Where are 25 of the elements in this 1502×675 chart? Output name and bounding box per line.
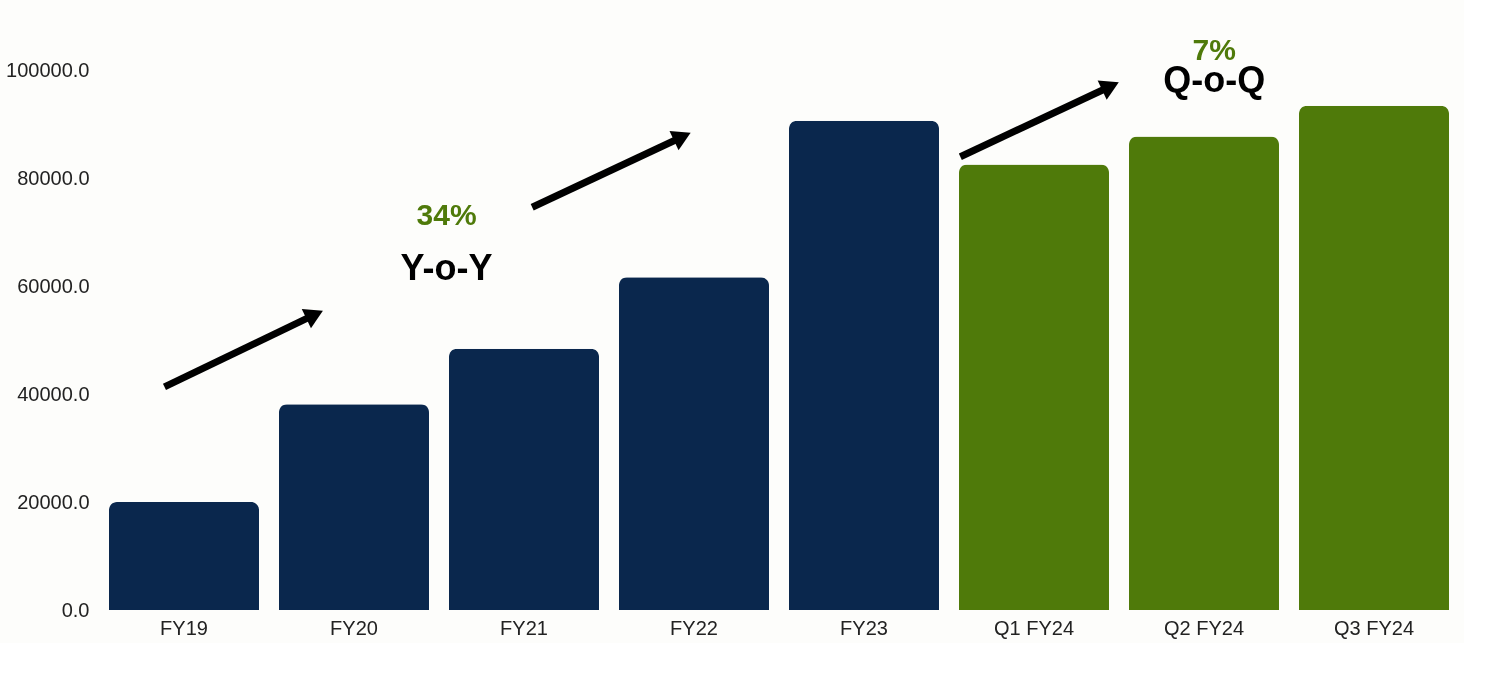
y-tick-label: 100000.0	[6, 58, 90, 81]
x-tick-label: FY23	[840, 616, 888, 639]
bar	[959, 164, 1109, 610]
annotation: Y-o-Y	[400, 247, 493, 289]
x-tick-label: Q3 FY24	[1333, 616, 1415, 639]
x-tick-label: Q2 FY24	[1163, 616, 1245, 639]
bar	[279, 404, 429, 610]
bar	[1129, 136, 1279, 610]
x-tick-label: FY21	[500, 616, 548, 639]
x-tick-label: FY20	[330, 616, 378, 639]
y-tick-label: 40000.0	[17, 382, 90, 405]
y-tick-label: 80000.0	[17, 166, 90, 189]
y-tick-label: 0.0	[61, 598, 90, 621]
x-tick-label: FY19	[160, 616, 208, 639]
bar	[109, 502, 259, 610]
bar	[449, 348, 599, 610]
text: 7%	[1192, 32, 1236, 66]
bar	[1299, 105, 1449, 610]
y-tick-label: 20000.0	[17, 490, 90, 513]
bar	[619, 277, 769, 610]
y-tick-label: 60000.0	[17, 274, 90, 297]
x-tick-label: Q1 FY24	[993, 616, 1075, 639]
bar	[789, 120, 939, 610]
annotation: 34%	[416, 198, 477, 232]
x-tick-label: FY22	[670, 616, 718, 639]
